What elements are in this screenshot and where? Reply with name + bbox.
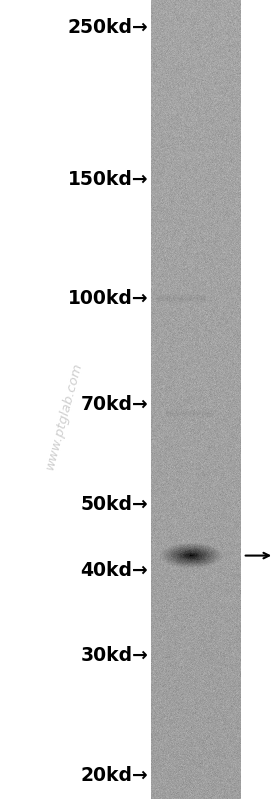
Text: www.ptglab.com: www.ptglab.com bbox=[43, 360, 84, 471]
Text: 250kd→: 250kd→ bbox=[67, 18, 148, 38]
Text: 50kd→: 50kd→ bbox=[80, 495, 148, 514]
Text: 30kd→: 30kd→ bbox=[80, 646, 148, 665]
Text: 20kd→: 20kd→ bbox=[80, 765, 148, 785]
Text: 150kd→: 150kd→ bbox=[67, 169, 148, 189]
Text: 100kd→: 100kd→ bbox=[67, 289, 148, 308]
Text: 40kd→: 40kd→ bbox=[80, 561, 148, 579]
Text: 70kd→: 70kd→ bbox=[80, 395, 148, 414]
